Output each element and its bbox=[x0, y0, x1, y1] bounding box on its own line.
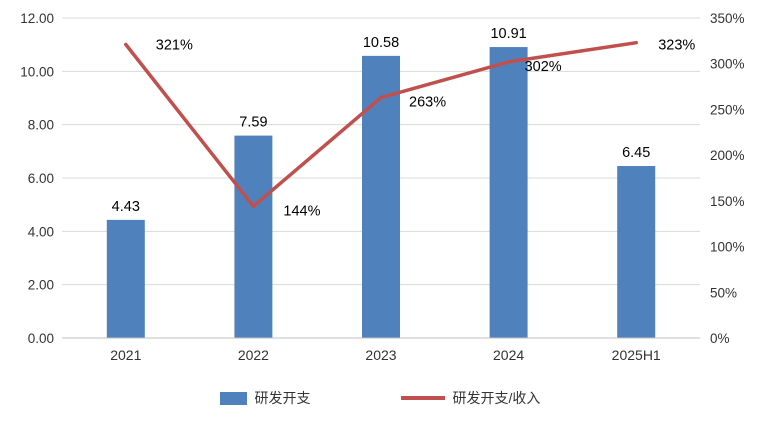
left-axis-tick-label: 12.00 bbox=[20, 11, 54, 26]
left-axis-tick-label: 10.00 bbox=[20, 64, 54, 79]
right-axis-tick-label: 350% bbox=[710, 11, 745, 26]
bar bbox=[234, 135, 273, 338]
right-axis-tick-label: 200% bbox=[710, 148, 745, 163]
bar-data-label: 6.45 bbox=[622, 145, 650, 161]
bar bbox=[617, 166, 656, 338]
right-axis-tick-label: 250% bbox=[710, 102, 745, 117]
bar bbox=[362, 55, 400, 338]
legend-label-line: 研发开支/收入 bbox=[452, 390, 541, 406]
legend-item-bar-series: 研发开支 bbox=[219, 388, 311, 408]
category-label: 2025H1 bbox=[612, 347, 661, 363]
right-axis-tick-label: 0% bbox=[710, 331, 730, 346]
legend-item-line-series: 研发开支/收入 bbox=[400, 388, 541, 408]
left-axis-tick-label: 2.00 bbox=[28, 278, 54, 293]
category-label: 2024 bbox=[493, 347, 524, 363]
bar-data-label: 10.58 bbox=[363, 35, 399, 51]
chart-legend: 研发开支 研发开支/收入 bbox=[0, 388, 760, 408]
line-data-label: 323% bbox=[658, 38, 695, 54]
left-axis-tick-label: 0.00 bbox=[28, 331, 54, 346]
left-axis-tick-label: 6.00 bbox=[28, 171, 54, 186]
right-axis-tick-label: 150% bbox=[710, 194, 745, 209]
line-data-label: 263% bbox=[409, 95, 446, 111]
category-label: 2023 bbox=[365, 347, 396, 363]
bar-data-label: 10.91 bbox=[490, 26, 526, 42]
bar-data-label: 4.43 bbox=[112, 199, 140, 215]
line-data-label: 144% bbox=[283, 203, 320, 219]
category-label: 2022 bbox=[238, 347, 269, 363]
bar-series-swatch-icon bbox=[219, 391, 247, 405]
right-axis-tick-label: 300% bbox=[710, 57, 745, 72]
bar-data-label: 7.59 bbox=[239, 115, 267, 131]
line-data-label: 321% bbox=[156, 38, 193, 54]
line-data-label: 302% bbox=[525, 59, 562, 75]
bar bbox=[106, 219, 145, 338]
legend-label-bar: 研发开支 bbox=[254, 390, 311, 406]
left-axis-tick-label: 4.00 bbox=[28, 224, 54, 239]
chart-plot-area: 4.43 7.59 10.58 10.91 6.45 321% 144% 263% 302% 32… bbox=[20, 11, 745, 363]
line-series bbox=[124, 40, 638, 209]
right-axis-tick-label: 50% bbox=[710, 285, 737, 300]
right-axis-tick-label: 100% bbox=[710, 240, 745, 255]
bar bbox=[489, 47, 528, 339]
category-label: 2021 bbox=[110, 347, 141, 363]
left-axis-tick-label: 8.00 bbox=[28, 118, 54, 133]
line-series-swatch-icon bbox=[400, 396, 445, 400]
